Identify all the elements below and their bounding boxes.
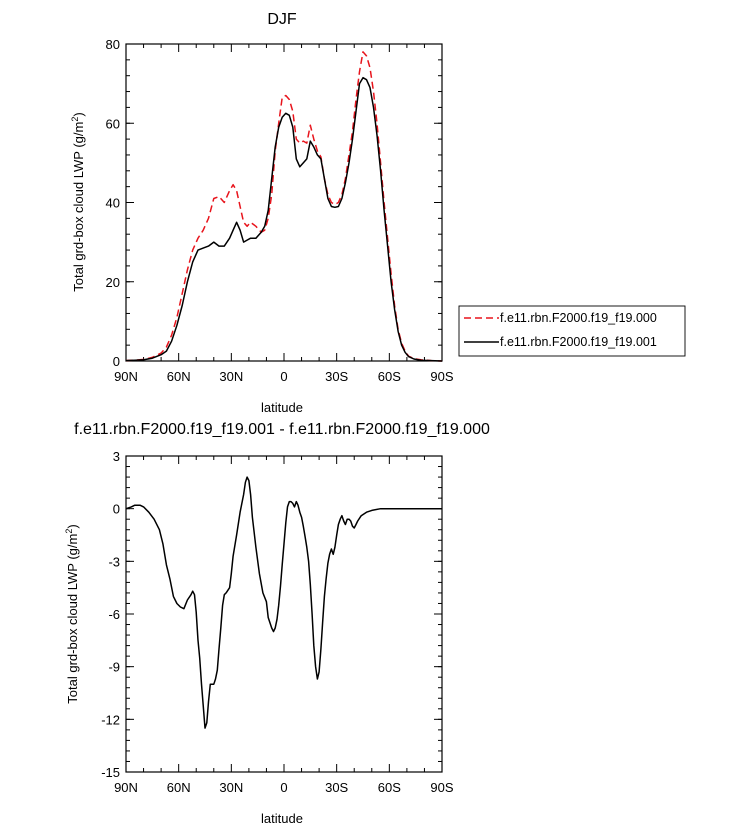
bottom-x-tick-label: 30N [219,780,243,795]
bottom-y-tick-label: -9 [108,660,120,675]
top-x-tick-label: 90S [430,369,453,384]
top-chart-title: DJF [267,11,297,28]
bottom-y-axis-label: Total grd-box cloud LWP (g/m2) [64,524,80,703]
top-y-tick-label: 20 [106,275,120,290]
top-plot-area: 90N 60N 30N 0 30S 60S 90S 0 20 40 60 80 [106,37,454,384]
bottom-y-tick-label: 3 [113,449,120,464]
top-y-tick-label: 80 [106,37,120,52]
bottom-plot-area: 90N 60N 30N 0 30S 60S 90S -15 -12 -9 -6 -3 0 3 [101,449,454,795]
bottom-chart-title: f.e11.rbn.F2000.f19_f19.001 - f.e11.rbn.… [74,421,490,438]
top-y-tick-label: 60 [106,116,120,131]
bottom-x-tick-label: 60S [378,780,401,795]
legend-label-series-000: f.e11.rbn.F2000.f19_f19.000 [500,311,657,325]
bottom-x-tick-label: 90S [430,780,453,795]
top-legend: f.e11.rbn.F2000.f19_f19.000 f.e11.rbn.F2… [458,305,686,357]
bottom-x-tick-label: 0 [280,780,287,795]
top-x-tick-label: 30S [325,369,348,384]
bottom-plot-frame [125,455,443,773]
top-panel: DJF 90N 60N 30N 0 30S 60S 90S 0 20 40 60 80 latitud… [70,11,686,415]
bottom-x-tick-label: 30S [325,780,348,795]
top-x-axis-label: latitude [261,400,303,415]
top-y-axis-label: Total grd-box cloud LWP (g/m2) [70,112,86,291]
top-x-tick-label: 60S [378,369,401,384]
bottom-x-tick-label: 60N [167,780,191,795]
bottom-x-axis-label: latitude [261,811,303,826]
bottom-y-tick-label: -15 [101,765,120,780]
bottom-x-tick-label: 90N [114,780,138,795]
top-series-line-1 [125,76,443,362]
top-series-line-0 [125,51,443,362]
bottom-y-tick-label: 0 [113,502,120,517]
top-x-tick-label: 60N [167,369,191,384]
bottom-y-tick-label: -12 [101,712,120,727]
bottom-panel: f.e11.rbn.F2000.f19_f19.001 - f.e11.rbn.… [64,421,490,826]
bottom-series-line-0 [125,476,442,729]
top-x-tick-label: 30N [219,369,243,384]
bottom-y-tick-label: -6 [108,607,120,622]
bottom-y-tick-label: -3 [108,554,120,569]
legend-box [458,305,686,357]
top-y-tick-label: 0 [113,354,120,369]
top-x-tick-label: 0 [280,369,287,384]
top-y-tick-label: 40 [106,196,120,211]
top-x-tick-label: 90N [114,369,138,384]
legend-label-series-001: f.e11.rbn.F2000.f19_f19.001 [500,335,657,349]
